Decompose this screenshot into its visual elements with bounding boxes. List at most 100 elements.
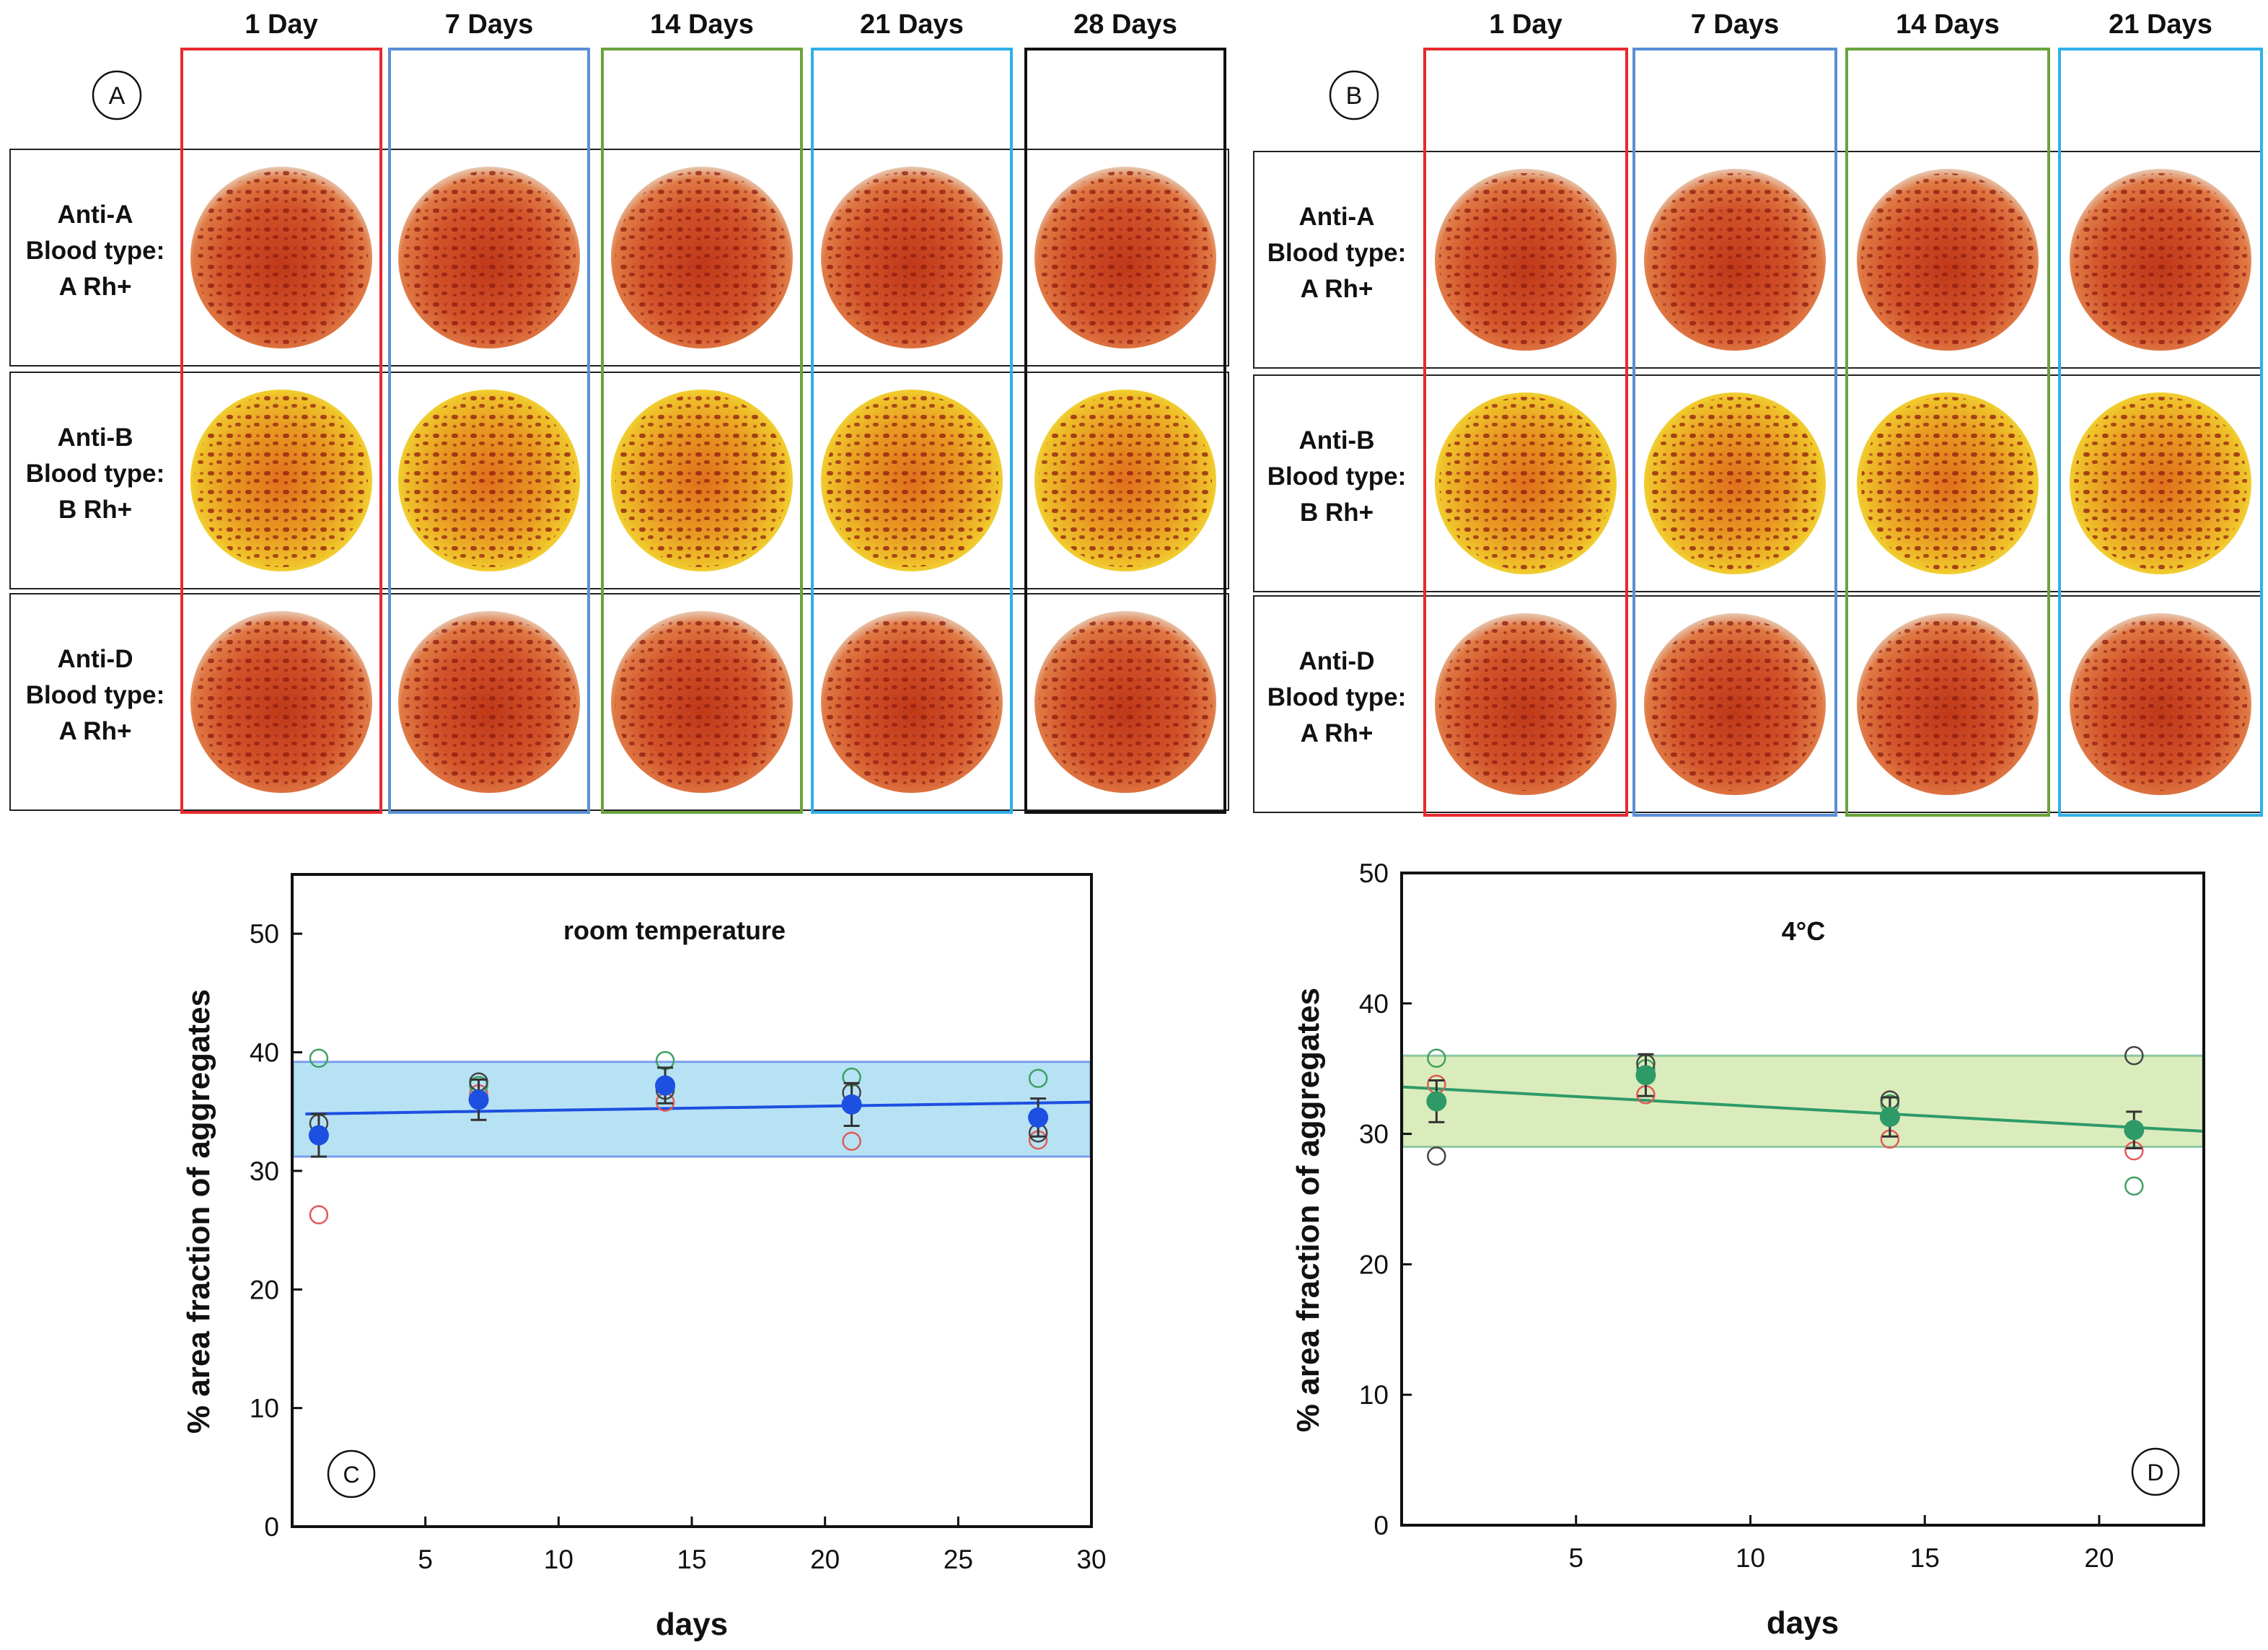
y-tick-label: 40 [1359,989,1389,1019]
row-frame [9,593,1229,811]
data-point-anti-b [1028,1068,1048,1088]
row-blood-type-label: Blood type: [26,460,164,488]
agglutination-spots [1648,397,1821,570]
mean-point [468,1089,489,1110]
y-tick-label: 40 [250,1038,279,1068]
y-tick-label: 20 [1359,1250,1389,1279]
panel-a-letter: A [109,82,126,110]
row-frame [9,149,1229,367]
y-tick-label: 50 [1359,859,1389,888]
data-point-anti-a [842,1131,861,1151]
column-frame [1845,48,2050,817]
agglutination-spots [1039,615,1212,789]
agglutination-spots [1861,173,2034,346]
mean-point [1028,1107,1049,1128]
agglutination-spots [825,615,998,789]
agglutination-spots [2074,173,2247,346]
row-blood-type-value: A Rh+ [1301,719,1373,747]
row-antibody-label: Anti-A [1299,203,1375,231]
agglutination-spots [825,394,998,567]
column-frame [1024,48,1226,814]
x-axis-label: days [656,1607,728,1642]
y-tick-label: 10 [1359,1380,1389,1410]
x-tick-label: 15 [677,1545,706,1574]
y-tick-label: 20 [250,1275,279,1304]
data-point-anti-b [309,1048,329,1068]
agglutination-spots [403,171,576,344]
row-antibody-label: Anti-D [58,645,133,673]
confidence-band [1402,1054,2204,1149]
y-tick-label: 30 [250,1157,279,1186]
agglutination-spots [1648,173,1821,346]
x-tick-label: 10 [1736,1543,1765,1573]
y-axis-label: % area fraction of aggregates [1291,988,1326,1432]
column-frame [180,48,382,814]
row-blood-type-label: Blood type: [26,681,164,709]
mean-point [308,1125,329,1146]
agglutination-spots [1439,173,1612,346]
panel-letter: D [2147,1460,2163,1486]
column-frame [1423,48,1628,817]
panel-letter-circle [327,1449,376,1498]
agglutination-spots [615,171,788,344]
panel-letter-circle [2131,1447,2180,1496]
mean-point [1879,1107,1900,1128]
row-antibody-label: Anti-D [1299,647,1375,675]
agglutination-spots [2074,618,2247,791]
row-blood-type-label: Blood type: [1267,239,1406,267]
column-header: 21 Days [2109,9,2212,40]
linear-fit-line [1402,1085,2204,1133]
x-tick-label: 15 [1910,1543,1940,1573]
y-tick-label: 10 [250,1394,279,1423]
panel-a-letter-circle [92,70,142,120]
column-header: 1 Day [245,9,317,40]
agglutination-spots [1439,397,1612,570]
agglutination-spots [195,615,368,789]
row-antibody-label: Anti-B [1299,426,1375,455]
data-point-anti-d [2124,1045,2144,1066]
linear-fit-line [305,1100,1091,1116]
panel-b-letter: B [1346,82,1363,110]
y-tick-label: 0 [1373,1511,1389,1540]
agglutination-spots [1861,397,2034,570]
column-header: 7 Days [1691,9,1780,40]
agglutination-spots [825,171,998,344]
data-point-anti-b [1427,1048,1446,1068]
chart-title: room temperature [563,916,786,945]
agglutination-spots [195,394,368,567]
chart-c-room-temperature: 0 10 20 30 40 50 5 10 15 20 25 30 room temperature da… [181,873,1107,1642]
agglutination-spots [1861,618,2034,791]
panel-letter: C [343,1462,359,1488]
agglutination-spots [1648,618,1821,791]
x-tick-label: 25 [944,1545,973,1574]
mean-point [1635,1065,1656,1086]
y-tick-label: 30 [1359,1120,1389,1149]
y-axis-label: % area fraction of aggregates [181,989,216,1434]
column-frame [1632,48,1837,817]
agglutination-spots [1039,394,1212,567]
agglutination-spots [1439,618,1612,791]
column-header: 7 Days [445,9,534,40]
row-blood-type-value: A Rh+ [59,717,132,745]
row-antibody-label: Anti-B [58,424,133,452]
x-tick-label: 20 [810,1545,840,1574]
column-frame [601,48,803,814]
agglutination-spots [403,394,576,567]
row-blood-type-label: Blood type: [26,237,164,265]
agglutination-spots [403,615,576,789]
panel-b-letter-circle [1329,70,1379,120]
column-frame [811,48,1013,814]
panel-b-photo-grid: B Anti-A Blood type: A Rh+ Anti-B Blood type:… [1253,9,2263,817]
mean-point [841,1094,862,1115]
y-tick-label: 50 [250,919,279,949]
data-point-anti-b [2124,1176,2144,1196]
chart-title: 4°C [1782,916,1825,946]
x-tick-label: 20 [2084,1543,2114,1573]
agglutination-spots [2074,397,2247,570]
column-header: 28 Days [1073,9,1177,40]
agglutination-spots [615,394,788,567]
row-antibody-label: Anti-A [58,201,133,229]
x-tick-label: 30 [1076,1545,1106,1574]
row-frame [9,372,1229,589]
